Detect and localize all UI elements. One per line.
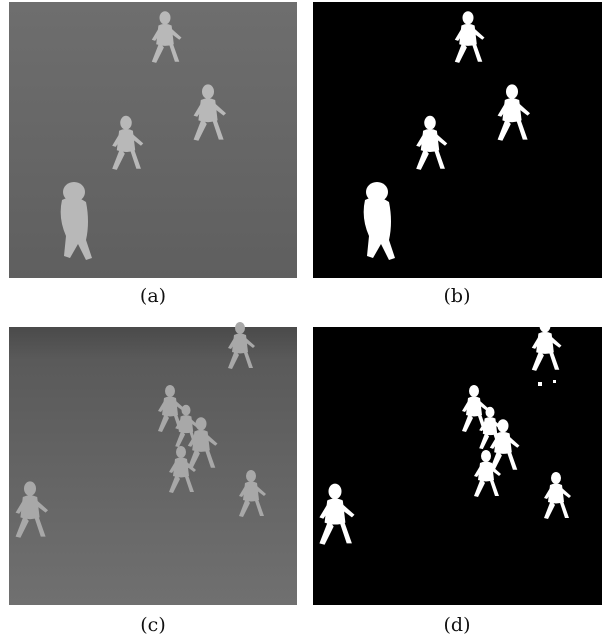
panel-b: [313, 2, 602, 278]
panel-a: [9, 2, 297, 278]
caption: (d): [444, 614, 471, 636]
panel-c: [9, 322, 297, 605]
panel-d: [313, 319, 602, 605]
caption: (a): [140, 285, 166, 307]
mask-image: [313, 2, 602, 278]
thermal-image: [9, 327, 297, 605]
thermal-image: [9, 2, 297, 278]
caption: (c): [140, 614, 165, 636]
mask-people: [319, 319, 571, 545]
caption: (b): [444, 285, 471, 307]
mask-image: [313, 327, 602, 605]
